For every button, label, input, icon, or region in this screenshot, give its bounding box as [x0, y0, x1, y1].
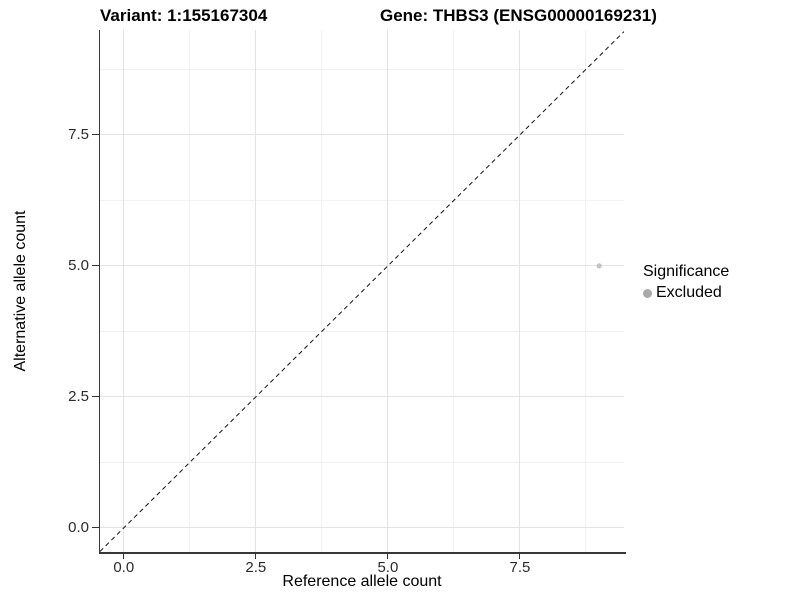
major-gridline-vertical: [123, 30, 125, 552]
major-gridline-horizontal: [100, 527, 624, 529]
y-axis-title: Alternative allele count: [12, 210, 29, 372]
y-axis-tick: [92, 134, 99, 136]
major-gridline-vertical: [387, 30, 389, 552]
x-tick-label: 5.0: [377, 559, 399, 576]
legend-item-label: Excluded: [656, 284, 722, 301]
minor-gridline-horizontal: [100, 199, 624, 201]
variant-title: Variant: 1:155167304: [100, 6, 268, 25]
x-axis-line: [98, 552, 626, 554]
x-axis-tick: [255, 553, 257, 559]
x-tick-label: 2.5: [245, 559, 267, 576]
legend-title: Significance: [643, 263, 730, 280]
y-tick-label: 2.5: [68, 387, 89, 405]
major-gridline-horizontal: [100, 396, 624, 398]
legend: Significance Excluded: [643, 263, 729, 302]
x-axis-tick: [123, 553, 125, 559]
major-gridline-horizontal: [100, 134, 624, 136]
y-axis-line: [98, 30, 100, 554]
minor-gridline-vertical: [585, 30, 587, 552]
minor-gridline-horizontal: [100, 68, 624, 70]
y-axis-tick: [92, 527, 99, 529]
x-axis-tick: [387, 553, 389, 559]
minor-gridline-vertical: [189, 30, 191, 552]
minor-gridline-vertical: [321, 30, 323, 552]
x-tick-label: 7.5: [509, 559, 531, 576]
excluded-dot-icon: [643, 288, 652, 298]
y-tick-label: 7.5: [68, 125, 89, 143]
minor-gridline-horizontal: [100, 461, 624, 463]
y-axis-tick: [92, 265, 99, 267]
x-axis-title: Reference allele count: [282, 573, 442, 590]
plot-svg-layer: [100, 31, 624, 552]
y-tick-label: 5.0: [68, 256, 89, 274]
legend-item-excluded: Excluded: [643, 284, 729, 302]
identity-dashed-line: [100, 31, 624, 552]
minor-gridline-vertical: [453, 30, 455, 552]
x-tick-label: 0.0: [113, 559, 135, 576]
data-point-excluded: [596, 263, 602, 269]
gene-title: Gene: THBS3 (ENSG00000169231): [380, 6, 657, 25]
plot-panel: [100, 30, 624, 552]
x-axis-tick: [519, 553, 521, 559]
y-axis-tick: [92, 396, 99, 398]
y-tick-label: 0.0: [68, 518, 89, 536]
minor-gridline-horizontal: [100, 330, 624, 332]
major-gridline-horizontal: [100, 265, 624, 267]
major-gridline-vertical: [255, 30, 257, 552]
major-gridline-vertical: [519, 30, 521, 552]
